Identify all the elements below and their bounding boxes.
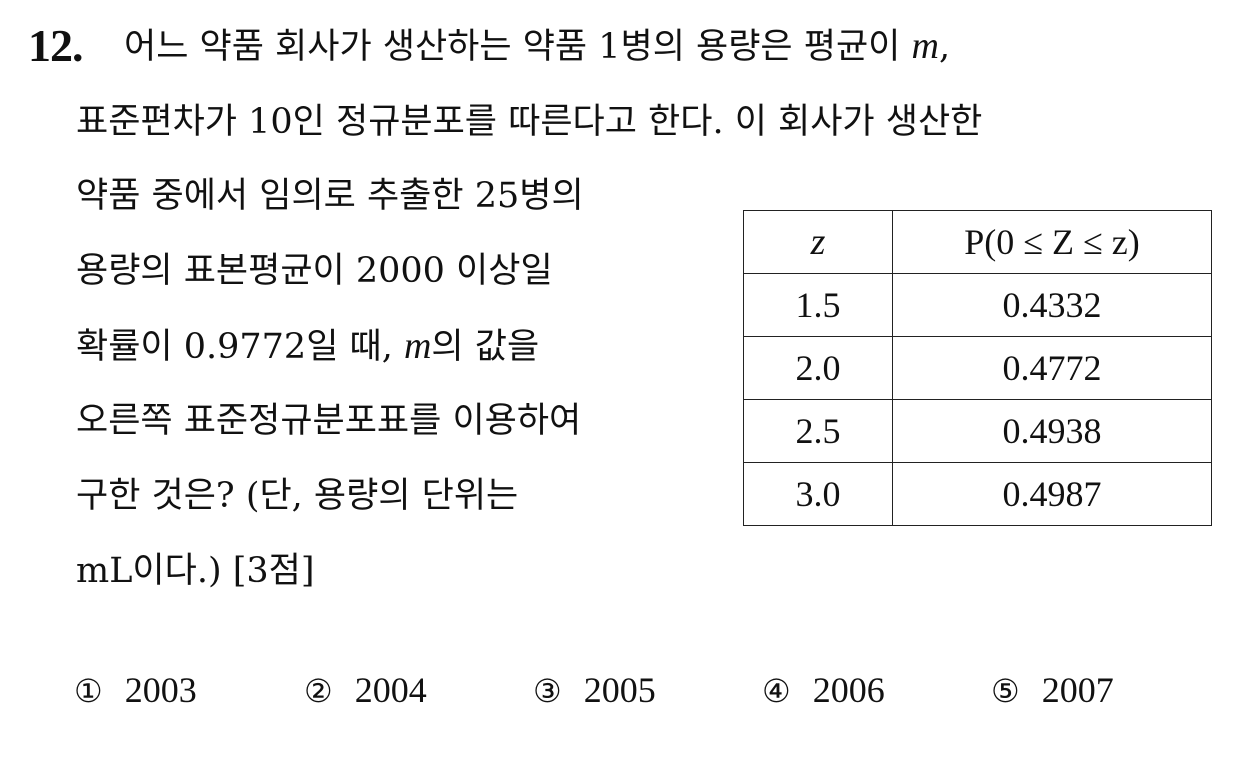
z-value: 1.5 (743, 273, 893, 337)
choice-number: ② (304, 672, 333, 710)
probability-value: 0.4772 (892, 336, 1212, 400)
choice-1[interactable]: ① 2003 (74, 662, 197, 719)
z-value: 2.5 (743, 399, 893, 463)
choice-number: ③ (533, 672, 562, 710)
probability-value: 0.4332 (892, 273, 1212, 337)
table-row: 3.0 0.4987 (743, 462, 1212, 526)
choice-3[interactable]: ③ 2005 (533, 662, 656, 719)
answer-choices: ① 2003 ② 2004 ③ 2005 ④ 2006 ⑤ 2007 (74, 662, 1194, 718)
choice-value: 2005 (583, 670, 656, 710)
z-table: z P(0 ≤ Z ≤ z) 1.5 0.4332 2.0 0.4772 2.5… (743, 210, 1212, 526)
question-number: 12. (28, 20, 83, 71)
question-text-line-1: 어느 약품 회사가 생산하는 약품 1병의 용량은 평균이 m, (124, 18, 950, 75)
header-probability: P(0 ≤ Z ≤ z) (892, 210, 1212, 274)
choice-number: ⑤ (991, 672, 1020, 710)
table-row: 2.5 0.4938 (743, 399, 1212, 463)
question-text-line-6: 오른쪽 표준정규분포표를 이용하여 (76, 401, 582, 441)
choice-5[interactable]: ⑤ 2007 (991, 662, 1114, 719)
choice-value: 2006 (812, 670, 885, 710)
text-segment: , (938, 27, 951, 67)
header-z: z (743, 210, 893, 274)
table-row: 1.5 0.4332 (743, 273, 1212, 337)
standard-normal-table: z P(0 ≤ Z ≤ z) 1.5 0.4332 2.0 0.4772 2.5… (743, 210, 1212, 526)
question-text-line-8: mL이다.) [3점] (76, 551, 315, 591)
question-text-line-5: 확률이 0.9772일 때, m의 값을 (76, 318, 539, 375)
table-row: 2.0 0.4772 (743, 336, 1212, 400)
variable-m: m (403, 325, 432, 367)
header-z-symbol: z (810, 221, 826, 263)
choice-2[interactable]: ② 2004 (304, 662, 427, 719)
variable-m: m (911, 25, 939, 67)
question-text-line-2: 표준편차가 10인 정규분포를 따른다고 한다. 이 회사가 생산한 (76, 102, 983, 142)
choice-number: ④ (762, 672, 791, 710)
probability-value: 0.4987 (892, 462, 1212, 526)
text-segment: 어느 약품 회사가 생산하는 약품 1병의 용량은 평균이 (124, 27, 912, 67)
question-text-line-3: 약품 중에서 임의로 추출한 25병의 (76, 176, 584, 216)
z-value: 2.0 (743, 336, 893, 400)
z-value: 3.0 (743, 462, 893, 526)
choice-value: 2007 (1041, 670, 1114, 710)
question-text-line-4: 용량의 표본평균이 2000 이상일 (76, 251, 553, 291)
choice-value: 2003 (124, 670, 197, 710)
text-segment: 의 값을 (431, 327, 540, 367)
choice-value: 2004 (354, 670, 427, 710)
text-segment: 확률이 0.9772일 때, (76, 327, 404, 367)
table-header-row: z P(0 ≤ Z ≤ z) (743, 210, 1212, 274)
probability-value: 0.4938 (892, 399, 1212, 463)
choice-4[interactable]: ④ 2006 (762, 662, 885, 719)
choice-number: ① (74, 672, 103, 710)
question-text-line-7: 구한 것은? (단, 용량의 단위는 (76, 476, 519, 516)
